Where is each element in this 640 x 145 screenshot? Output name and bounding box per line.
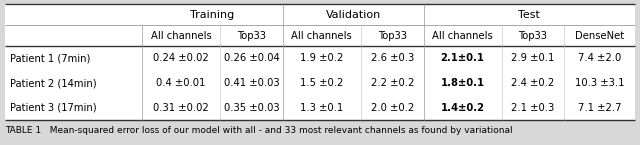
Text: 0.35 ±0.03: 0.35 ±0.03 — [223, 103, 279, 113]
Text: 1.3 ±0.1: 1.3 ±0.1 — [300, 103, 344, 113]
Text: 0.31 ±0.02: 0.31 ±0.02 — [153, 103, 209, 113]
Text: 7.1 ±2.7: 7.1 ±2.7 — [578, 103, 621, 113]
Text: Test: Test — [518, 10, 540, 20]
Text: 2.6 ±0.3: 2.6 ±0.3 — [371, 53, 414, 63]
Text: 2.4 ±0.2: 2.4 ±0.2 — [511, 78, 555, 88]
FancyBboxPatch shape — [5, 4, 635, 120]
Text: Patient 1 (7min): Patient 1 (7min) — [10, 53, 91, 63]
Text: 10.3 ±3.1: 10.3 ±3.1 — [575, 78, 625, 88]
Text: All channels: All channels — [150, 30, 211, 40]
Text: 1.5 ±0.2: 1.5 ±0.2 — [300, 78, 344, 88]
Text: 1.9 ±0.2: 1.9 ±0.2 — [300, 53, 344, 63]
Text: Top33: Top33 — [518, 30, 547, 40]
Text: DenseNet: DenseNet — [575, 30, 624, 40]
Text: 0.4 ±0.01: 0.4 ±0.01 — [156, 78, 206, 88]
Text: Training: Training — [191, 10, 235, 20]
Text: 2.0 ±0.2: 2.0 ±0.2 — [371, 103, 414, 113]
Text: 2.2 ±0.2: 2.2 ±0.2 — [371, 78, 414, 88]
Text: All channels: All channels — [291, 30, 352, 40]
Text: 0.41 ±0.03: 0.41 ±0.03 — [223, 78, 279, 88]
Text: 2.1±0.1: 2.1±0.1 — [440, 53, 484, 63]
Text: Top33: Top33 — [237, 30, 266, 40]
Text: 1.4±0.2: 1.4±0.2 — [440, 103, 484, 113]
Text: 0.26 ±0.04: 0.26 ±0.04 — [223, 53, 279, 63]
Text: Validation: Validation — [326, 10, 381, 20]
Text: 0.24 ±0.02: 0.24 ±0.02 — [153, 53, 209, 63]
Text: TABLE 1   Mean-squared error loss of our model with all - and 33 most relevant c: TABLE 1 Mean-squared error loss of our m… — [5, 126, 513, 135]
Text: 2.9 ±0.1: 2.9 ±0.1 — [511, 53, 555, 63]
Text: Patient 3 (17min): Patient 3 (17min) — [10, 103, 97, 113]
Text: All channels: All channels — [432, 30, 493, 40]
Text: 1.8±0.1: 1.8±0.1 — [440, 78, 484, 88]
Text: Patient 2 (14min): Patient 2 (14min) — [10, 78, 97, 88]
Text: Top33: Top33 — [378, 30, 407, 40]
Text: 7.4 ±2.0: 7.4 ±2.0 — [578, 53, 621, 63]
Text: 2.1 ±0.3: 2.1 ±0.3 — [511, 103, 555, 113]
